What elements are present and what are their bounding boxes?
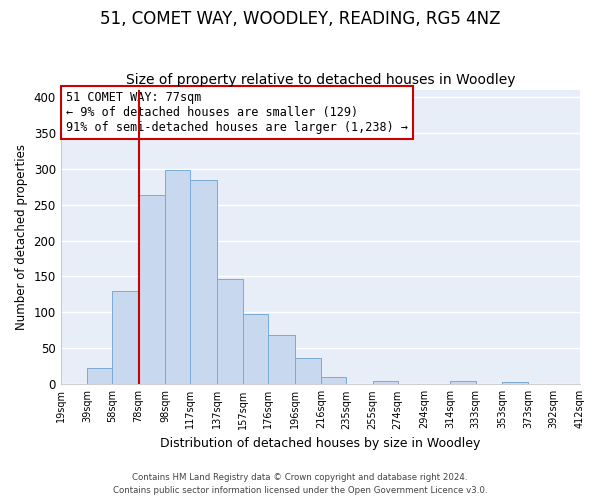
Bar <box>139 195 165 384</box>
Bar <box>268 336 295 384</box>
Text: 51 COMET WAY: 77sqm
← 9% of detached houses are smaller (129)
91% of semi-detach: 51 COMET WAY: 77sqm ← 9% of detached hou… <box>66 91 408 134</box>
Bar <box>451 382 476 384</box>
Bar <box>87 368 112 384</box>
Bar <box>243 314 268 384</box>
X-axis label: Distribution of detached houses by size in Woodley: Distribution of detached houses by size … <box>160 437 481 450</box>
Bar <box>295 358 321 384</box>
Bar <box>373 380 398 384</box>
Bar <box>112 291 139 384</box>
Text: Contains HM Land Registry data © Crown copyright and database right 2024.
Contai: Contains HM Land Registry data © Crown c… <box>113 474 487 495</box>
Bar <box>165 170 190 384</box>
Text: 51, COMET WAY, WOODLEY, READING, RG5 4NZ: 51, COMET WAY, WOODLEY, READING, RG5 4NZ <box>100 10 500 28</box>
Y-axis label: Number of detached properties: Number of detached properties <box>15 144 28 330</box>
Bar <box>321 377 346 384</box>
Bar <box>190 180 217 384</box>
Title: Size of property relative to detached houses in Woodley: Size of property relative to detached ho… <box>125 73 515 87</box>
Bar <box>217 278 243 384</box>
Bar <box>502 382 529 384</box>
